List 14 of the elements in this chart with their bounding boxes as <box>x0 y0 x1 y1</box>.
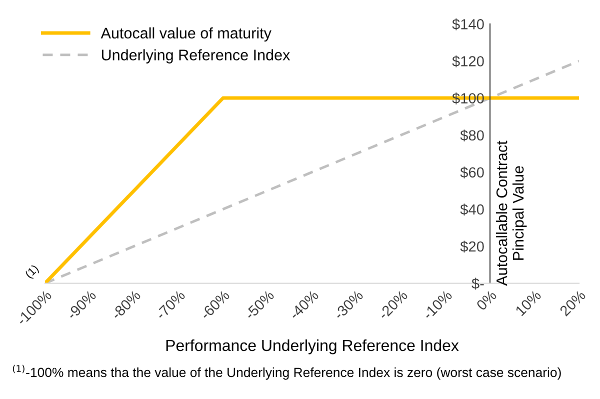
y-tick-label: $60 <box>460 166 484 178</box>
y-tick-label: $20 <box>460 240 484 253</box>
y-axis-title: Autocallable Contract Pincipal Value <box>496 140 527 286</box>
legend-label: Underlying Reference Index <box>102 49 290 64</box>
x-axis-title: Performance Underlying Reference Index <box>166 339 459 354</box>
y-tick-label: $140 <box>452 18 484 30</box>
y-tick-label: $80 <box>460 130 484 142</box>
annotation: (1) <box>24 264 40 280</box>
y-tick-label: $- <box>472 278 484 290</box>
x-tick-label: 0% <box>476 289 498 311</box>
legend-label: Autocall value of maturity <box>100 27 272 42</box>
y-tick-label: $120 <box>452 55 484 68</box>
text: $^{(1)}$-100% means tha the value of the Underlying Reference Index is zero (worst case scenario) <box>12 364 561 380</box>
y-tick-label: $40 <box>460 204 484 216</box>
